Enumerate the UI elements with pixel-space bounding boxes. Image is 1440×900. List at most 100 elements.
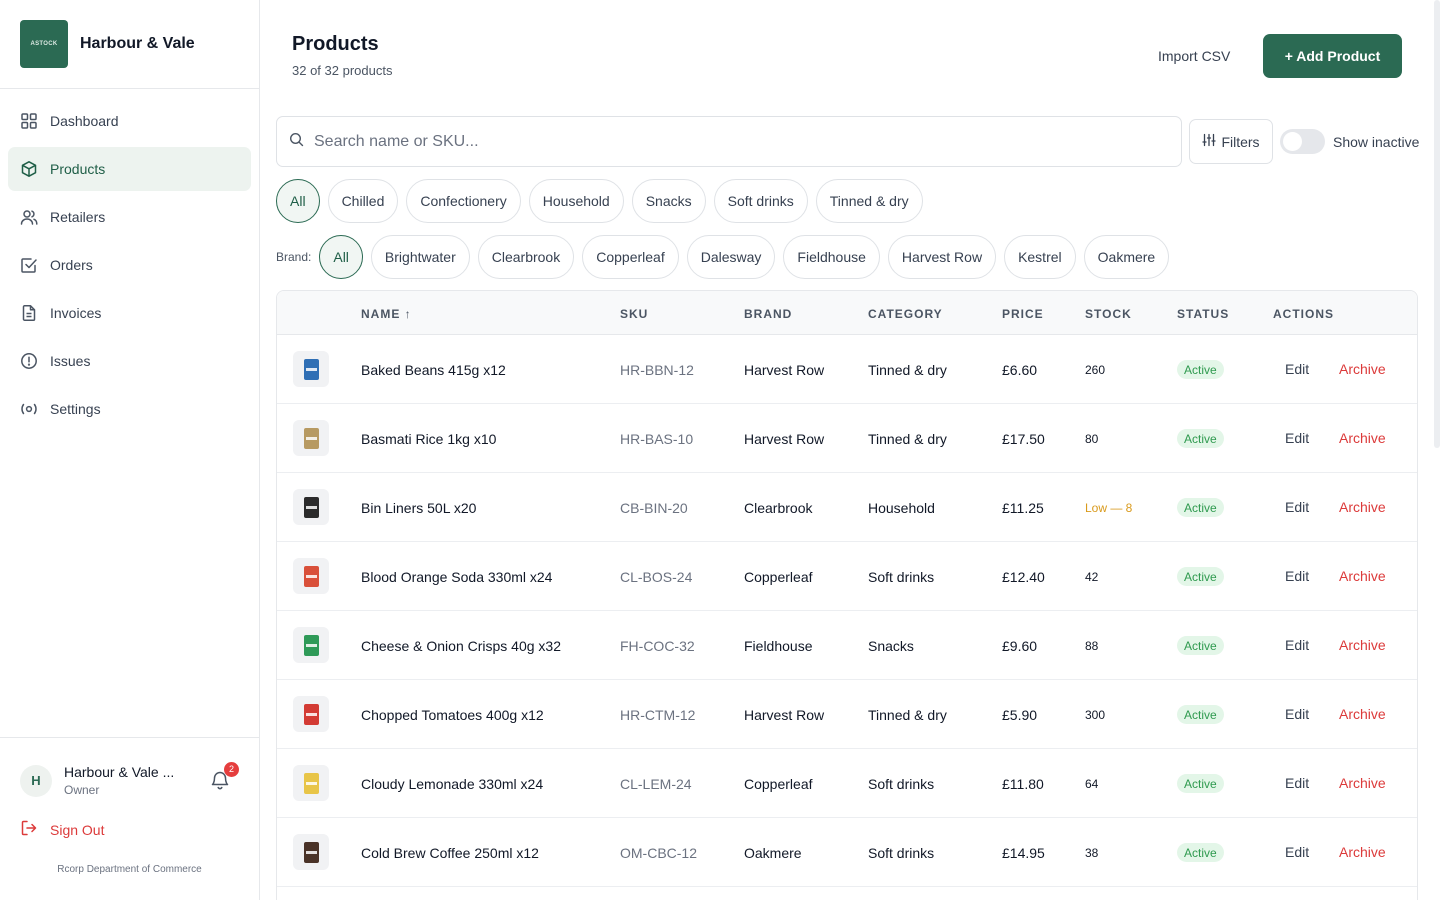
product-brand: Harvest Row: [744, 431, 825, 447]
category-chip-snacks[interactable]: Snacks: [631, 179, 706, 223]
category-filter: All Chilled Confectionery Household Snac…: [276, 179, 931, 223]
page-scrollbar[interactable]: [1434, 0, 1440, 448]
table-header: NAME ↑ SKU BRAND CATEGORY PRICE STOCK ST…: [277, 291, 1417, 335]
brand-chip-kestrel[interactable]: Kestrel: [1004, 235, 1076, 279]
product-count: 32 of 32 products: [292, 63, 393, 78]
product-image: [303, 565, 319, 587]
category-chip-confectionery[interactable]: Confectionery: [406, 179, 521, 223]
table-row: Chopped Tomatoes 400g x12 HR-CTM-12 Harves…: [277, 680, 1417, 749]
archive-button[interactable]: Archive: [1339, 706, 1386, 722]
edit-button[interactable]: Edit: [1285, 706, 1310, 722]
product-thumbnail: [293, 558, 329, 594]
toggle-knob: [1283, 132, 1302, 151]
sidebar-nav: Dashboard Products Retailers Orders Invo…: [0, 89, 259, 445]
sidebar-item-label: Settings: [50, 401, 101, 417]
sidebar-item-issues[interactable]: Issues: [8, 339, 251, 383]
product-name: Baked Beans 415g x12: [361, 362, 506, 378]
product-price: £17.50: [1002, 431, 1045, 447]
footer-text: Rcorp Department of Commerce: [57, 864, 202, 875]
brand-chip-oakmere[interactable]: Oakmere: [1083, 235, 1170, 279]
product-stock: 80: [1085, 432, 1099, 446]
page-title: Products: [292, 33, 379, 55]
brand-name: Harbour & Vale: [80, 35, 195, 52]
category-chip-tinned-dry[interactable]: Tinned & dry: [815, 179, 923, 223]
archive-button[interactable]: Archive: [1339, 361, 1386, 377]
status-badge: Active: [1177, 567, 1224, 586]
product-stock: 64: [1085, 777, 1099, 791]
archive-button[interactable]: Archive: [1339, 568, 1386, 584]
sidebar-item-label: Invoices: [50, 305, 102, 321]
add-product-button[interactable]: + Add Product: [1263, 34, 1402, 78]
user-profile[interactable]: H Harbour & Vale ... Owner 2: [0, 738, 259, 797]
main-content: Products 32 of 32 products Import CSV + …: [260, 0, 1440, 900]
product-thumbnail: [293, 489, 329, 525]
archive-button[interactable]: Archive: [1339, 499, 1386, 515]
product-category: Household: [868, 500, 935, 516]
brand-chip-clearbrook[interactable]: Clearbrook: [477, 235, 575, 279]
import-csv-button[interactable]: Import CSV: [1158, 48, 1231, 64]
edit-button[interactable]: Edit: [1285, 430, 1310, 446]
brand-header: ASTOCK Harbour & Vale: [0, 0, 259, 89]
brand-chip-brightwater[interactable]: Brightwater: [370, 235, 470, 279]
product-thumbnail: [293, 696, 329, 732]
product-brand: Copperleaf: [744, 776, 813, 792]
brand-chip-harvest-row[interactable]: Harvest Row: [887, 235, 997, 279]
sidebar-item-invoices[interactable]: Invoices: [8, 291, 251, 335]
avatar[interactable]: H: [20, 764, 52, 797]
product-image: [303, 634, 319, 656]
category-chip-chilled[interactable]: Chilled: [327, 179, 399, 223]
edit-button[interactable]: Edit: [1285, 568, 1310, 584]
product-name: Blood Orange Soda 330ml x24: [361, 569, 553, 585]
sidebar-item-retailers[interactable]: Retailers: [8, 195, 251, 239]
archive-button[interactable]: Archive: [1339, 844, 1386, 860]
status-badge: Active: [1177, 429, 1224, 448]
sidebar-item-products[interactable]: Products: [8, 147, 251, 191]
column-header-category: CATEGORY: [868, 307, 943, 321]
archive-button[interactable]: Archive: [1339, 775, 1386, 791]
settings-icon: [20, 400, 38, 418]
product-category: Soft drinks: [868, 776, 935, 792]
sliders-icon: [1202, 133, 1221, 150]
category-chip-all[interactable]: All: [276, 179, 320, 223]
brand-chip-fieldhouse[interactable]: Fieldhouse: [783, 235, 880, 279]
edit-button[interactable]: Edit: [1285, 499, 1310, 515]
sidebar-item-dashboard[interactable]: Dashboard: [8, 99, 251, 143]
product-image: [303, 772, 319, 794]
sidebar-item-label: Products: [50, 161, 106, 177]
brand-chip-all[interactable]: All: [319, 235, 363, 279]
users-icon: [20, 208, 38, 226]
filters-button[interactable]: Filters: [1189, 119, 1273, 164]
product-brand: Harvest Row: [744, 362, 825, 378]
product-price: £14.95: [1002, 845, 1045, 861]
edit-button[interactable]: Edit: [1285, 361, 1310, 377]
brand-chip-copperleaf[interactable]: Copperleaf: [582, 235, 679, 279]
app-logo[interactable]: ASTOCK: [20, 20, 68, 68]
user-role: Owner: [64, 783, 100, 797]
show-inactive-toggle[interactable]: [1280, 129, 1325, 154]
table-row: Bin Liners 50L x20 CB-BIN-20 Clearbrook Hou…: [277, 473, 1417, 542]
column-header-status: STATUS: [1177, 307, 1230, 321]
product-image: [303, 841, 319, 863]
product-brand: Oakmere: [744, 845, 802, 861]
product-category: Tinned & dry: [868, 431, 947, 447]
table-row: Cheese & Onion Crisps 40g x32 FH-COC-32 Fi…: [277, 611, 1417, 680]
edit-button[interactable]: Edit: [1285, 775, 1310, 791]
sidebar-item-settings[interactable]: Settings: [8, 387, 251, 431]
notifications-button[interactable]: 2: [209, 761, 239, 793]
brand-chip-dalesway[interactable]: Dalesway: [686, 235, 776, 279]
edit-button[interactable]: Edit: [1285, 844, 1310, 860]
column-header-stock: STOCK: [1085, 307, 1132, 321]
product-sku: OM-CBC-12: [620, 845, 698, 861]
archive-button[interactable]: Archive: [1339, 637, 1386, 653]
product-sku: CL-BOS-24: [620, 569, 693, 585]
user-name: Harbour & Vale ...: [64, 764, 175, 780]
edit-button[interactable]: Edit: [1285, 637, 1310, 653]
column-header-name[interactable]: NAME ↑: [361, 307, 412, 321]
sign-out-button[interactable]: Sign Out: [0, 797, 259, 840]
archive-button[interactable]: Archive: [1339, 430, 1386, 446]
category-chip-household[interactable]: Household: [528, 179, 624, 223]
product-category: Soft drinks: [868, 569, 935, 585]
category-chip-soft-drinks[interactable]: Soft drinks: [713, 179, 808, 223]
search-input[interactable]: [314, 132, 1134, 151]
sidebar-item-orders[interactable]: Orders: [8, 243, 251, 287]
